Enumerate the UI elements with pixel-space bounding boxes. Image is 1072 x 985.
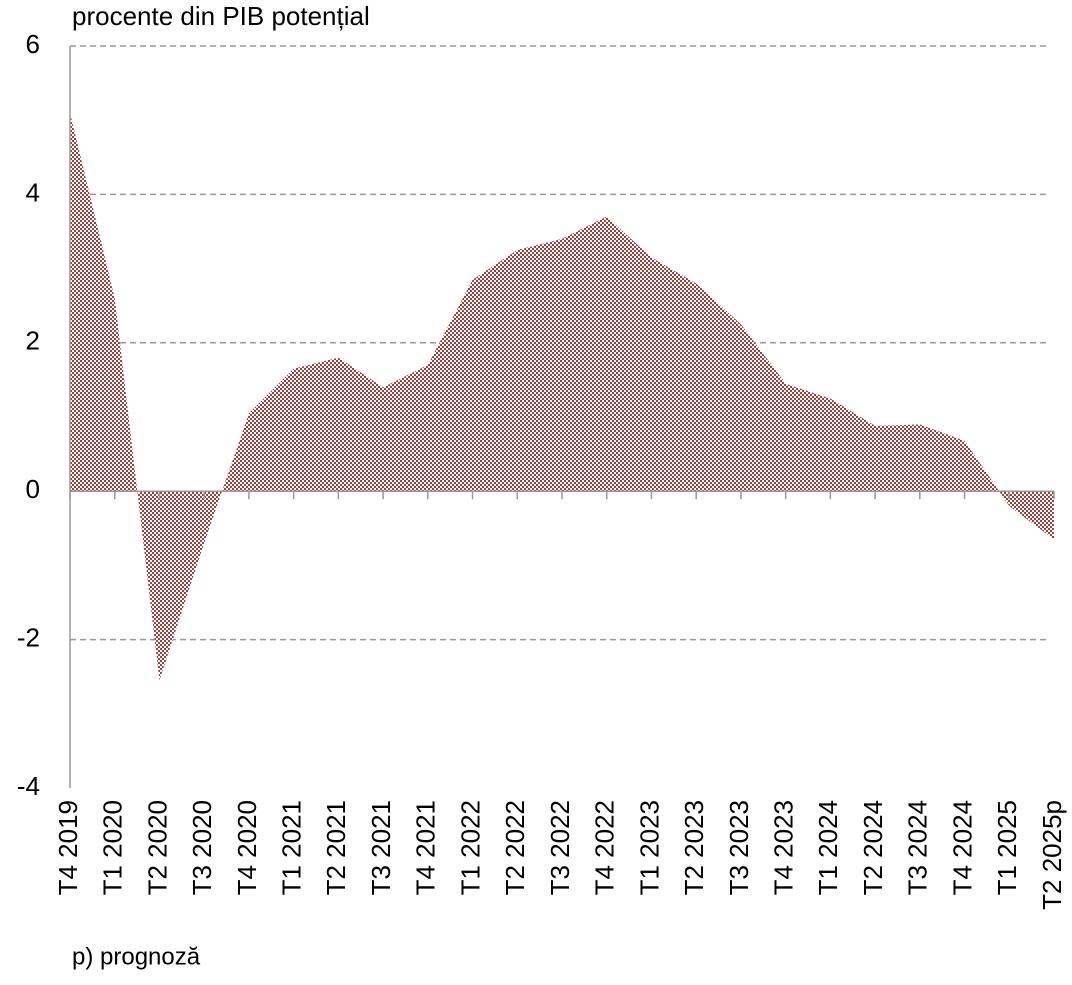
- x-tick-label: T4 2022: [590, 800, 620, 895]
- chart-title: procente din PIB potențial: [72, 1, 370, 31]
- x-tick-label: T1 2022: [455, 800, 485, 895]
- x-tick-label: T4 2019: [53, 800, 83, 895]
- x-tick-label: T1 2021: [277, 800, 307, 895]
- x-tick-label: T3 2020: [187, 800, 217, 895]
- x-tick-label: T1 2020: [98, 800, 128, 895]
- x-tick-label: T4 2024: [947, 800, 977, 895]
- x-tick-label: T2 2020: [142, 800, 172, 895]
- x-tick-label: T4 2020: [232, 800, 262, 895]
- x-tick-label: T2 2025p: [1037, 800, 1067, 910]
- x-tick-label: T3 2021: [366, 800, 396, 895]
- x-tick-label: T2 2022: [500, 800, 530, 895]
- x-tick-label: T3 2024: [903, 800, 933, 895]
- x-tick-label: T4 2021: [411, 800, 441, 895]
- footnote: p) prognoză: [72, 943, 201, 970]
- x-tick-label: T1 2023: [634, 800, 664, 895]
- x-tick-label: T3 2023: [724, 800, 754, 895]
- y-tick-label: 6: [26, 29, 40, 59]
- y-tick-label: -4: [17, 771, 40, 801]
- x-tick-label: T2 2023: [679, 800, 709, 895]
- x-tick-label: T4 2023: [769, 800, 799, 895]
- x-tick-label: T2 2024: [858, 800, 888, 895]
- x-tick-label: T1 2025: [992, 800, 1022, 895]
- y-tick-label: 2: [26, 326, 40, 356]
- x-tick-label: T1 2024: [813, 800, 843, 895]
- y-tick-label: 4: [26, 177, 40, 207]
- x-tick-label: T2 2021: [321, 800, 351, 895]
- y-tick-label: -2: [17, 622, 40, 652]
- y-tick-label: 0: [26, 474, 40, 504]
- area: [70, 112, 1054, 681]
- x-tick-label: T3 2022: [545, 800, 575, 895]
